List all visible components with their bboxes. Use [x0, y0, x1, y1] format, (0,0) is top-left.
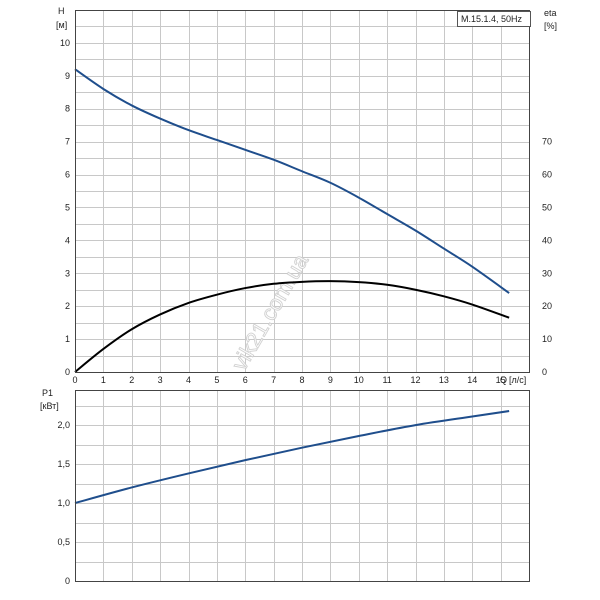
- x-tick-label: 4: [186, 375, 191, 385]
- y2-tick-label: 20: [542, 301, 552, 311]
- x-tick-label: 10: [354, 375, 364, 385]
- tick-labels: 0 1 2 3 4 5 6 7 8 9 10 11 12 13 14 15012345678910010203…: [57, 38, 552, 586]
- y-axis-label-h: H: [58, 6, 65, 16]
- y2-axis-label-eta: eta: [544, 8, 557, 18]
- y-axis-unit-p1: [кВт]: [40, 401, 59, 411]
- y2-tick-label: 0: [542, 367, 547, 377]
- x-tick-label: 13: [439, 375, 449, 385]
- y2-axis-unit-eta: [%]: [544, 21, 557, 31]
- title-box: [457, 11, 531, 27]
- p1-tick-label: 0: [65, 576, 70, 586]
- y-tick-label: 6: [65, 170, 70, 180]
- y2-tick-label: 30: [542, 268, 552, 278]
- p1-tick-label: 2,0: [57, 420, 70, 430]
- x-tick-label: 11: [382, 375, 391, 385]
- y2-tick-label: 40: [542, 235, 552, 245]
- y-tick-label: 7: [65, 137, 70, 147]
- upper-chart-grid: [75, 10, 530, 373]
- y-tick-label: 3: [65, 268, 70, 278]
- y2-tick-label: 60: [542, 170, 552, 180]
- x-tick-label: 0: [72, 375, 77, 385]
- upper-chart-frame: [75, 10, 530, 373]
- y-tick-label: 1: [65, 334, 70, 344]
- y-tick-label: 8: [65, 104, 70, 114]
- x-tick-label: 15: [496, 375, 506, 385]
- y-axis-unit-h: [м]: [56, 20, 67, 30]
- x-axis-unit-q: [л/с]: [509, 375, 526, 385]
- p1-tick-label: 1,0: [57, 498, 70, 508]
- chart-curves: [74, 68, 510, 505]
- y-tick-label: 5: [65, 202, 70, 212]
- chart-title: M.15.1.4, 50Hz: [461, 14, 523, 24]
- power-curve: [74, 410, 510, 505]
- y-axis-label-p1: P1: [42, 388, 53, 398]
- y2-tick-label: 70: [542, 137, 552, 147]
- y-tick-label: 10: [60, 38, 70, 48]
- x-tick-label: 9: [328, 375, 333, 385]
- head-curve: [74, 68, 510, 294]
- y-tick-label: 4: [65, 235, 70, 245]
- lower-chart-frame: [75, 390, 530, 582]
- y-tick-label: 9: [65, 71, 70, 81]
- x-tick-label: 1: [101, 375, 106, 385]
- x-tick-label: 5: [214, 375, 219, 385]
- x-tick-label: 12: [410, 375, 420, 385]
- x-tick-label: 14: [467, 375, 477, 385]
- y2-tick-label: 10: [542, 334, 552, 344]
- y-tick-label: 2: [65, 301, 70, 311]
- x-tick-label: 3: [158, 375, 163, 385]
- efficiency-curve: [74, 280, 510, 373]
- watermark-text: vik21.com.ua: [227, 249, 314, 374]
- p1-tick-label: 1,5: [57, 459, 70, 469]
- x-tick-label: 6: [243, 375, 248, 385]
- x-tick-label: 8: [299, 375, 304, 385]
- y-tick-label: 0: [65, 367, 70, 377]
- x-axis-label-q: Q: [500, 375, 507, 385]
- x-tick-label: 7: [271, 375, 276, 385]
- p1-tick-label: 0,5: [57, 537, 70, 547]
- x-tick-label: 2: [129, 375, 134, 385]
- y2-tick-label: 50: [542, 202, 552, 212]
